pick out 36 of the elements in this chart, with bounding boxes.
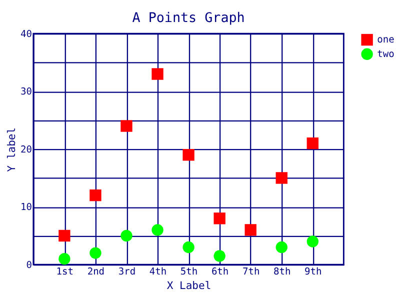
point [276, 241, 288, 254]
x-tick-label: 9th [304, 266, 322, 278]
point [58, 230, 70, 242]
x-tick-label: 7th [242, 266, 260, 278]
point [152, 68, 164, 80]
point [120, 230, 132, 242]
point [214, 250, 226, 262]
x-tick-label: 6th [211, 266, 229, 278]
y-tick-label: 20 [20, 144, 32, 156]
point [58, 252, 70, 265]
point [182, 241, 194, 254]
x-tick-label: 8th [273, 266, 291, 278]
x-tick-label: 1st [56, 266, 74, 278]
point [306, 236, 318, 248]
point [152, 224, 164, 236]
y-tick-label: 10 [20, 202, 32, 214]
x-tick-label: 2nd [87, 266, 105, 278]
x-tick-label: 5th [180, 266, 198, 278]
legend-label: one [377, 34, 395, 46]
point [244, 224, 256, 236]
point [182, 149, 194, 161]
point [276, 172, 288, 184]
point [120, 120, 132, 132]
point [90, 189, 102, 202]
x-tick-label: 4th [149, 266, 167, 278]
x-axis-title: X Label [166, 280, 212, 292]
y-tick-label: 30 [20, 86, 32, 98]
point [306, 137, 318, 150]
y-tick-label: 0 [26, 260, 32, 271]
point [90, 247, 102, 259]
y-axis-title: Y label [6, 127, 18, 172]
y-tick-label: 40 [20, 28, 32, 40]
chart-title: A Points Graph [132, 11, 245, 26]
x-tick-label: 3rd [118, 266, 136, 278]
point [214, 212, 226, 224]
legend-label: two [377, 48, 395, 60]
